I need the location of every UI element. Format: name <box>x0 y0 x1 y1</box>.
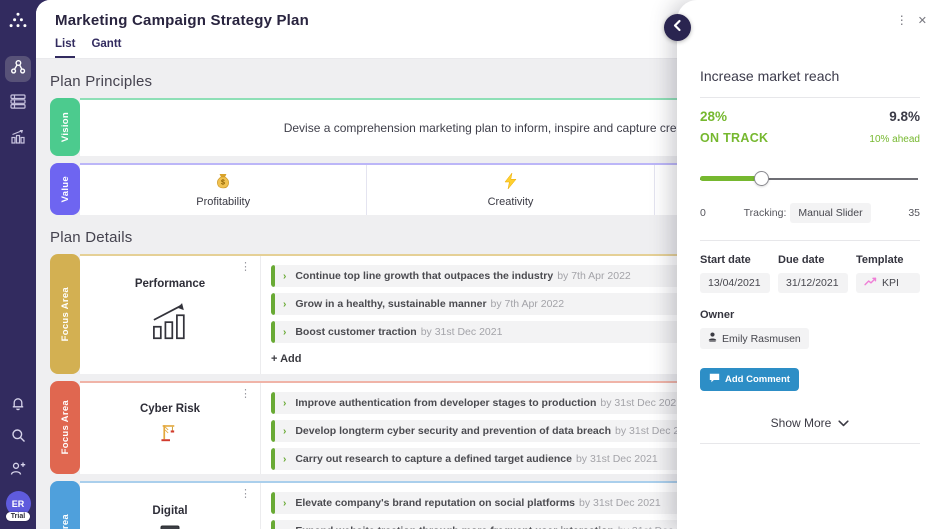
crane-icon <box>159 423 181 448</box>
invite-user-button[interactable] <box>5 458 31 484</box>
strategy-map-icon <box>10 59 26 80</box>
owner-label: Owner <box>700 309 735 321</box>
chevron-right-icon: › <box>283 397 287 409</box>
avatar[interactable]: ER <box>5 491 31 516</box>
status-badge: ON TRACK <box>700 131 769 145</box>
notifications-button[interactable] <box>5 392 31 418</box>
progress-slider[interactable] <box>700 171 920 186</box>
value-item-label: Creativity <box>487 195 534 208</box>
sidebar-item-tables[interactable] <box>5 91 31 117</box>
kebab-menu-icon[interactable]: ⋮ <box>240 388 251 400</box>
progress-current: 28% <box>700 109 728 124</box>
template-field[interactable]: KPI <box>856 273 920 293</box>
page-title: Marketing Campaign Strategy Plan <box>55 12 309 29</box>
bell-icon <box>10 395 26 416</box>
svg-text:$: $ <box>221 179 225 186</box>
focus-area-title: Digital <box>152 505 188 517</box>
slider-fill <box>700 176 762 181</box>
show-more-button[interactable]: Show More <box>700 416 920 430</box>
chevron-down-icon <box>838 416 849 430</box>
slider-min: 0 <box>700 207 706 219</box>
plan-principles-heading: Plan Principles <box>50 73 153 90</box>
search-icon <box>11 428 26 448</box>
add-goal-button[interactable]: + Add <box>271 353 302 365</box>
dashboard-icon <box>10 129 26 149</box>
due-date-label: Due date <box>778 254 825 266</box>
sidebar: ER Trial <box>0 0 36 529</box>
goal-detail-panel: ⋮ ✕ Increase market reach 28% 9.8% ON TR… <box>664 0 941 529</box>
focus-area-tab[interactable]: Focus Area <box>50 381 80 474</box>
vision-tab-label: Vision <box>59 111 71 143</box>
add-comment-button[interactable]: Add Comment <box>700 368 799 391</box>
sidebar-item-dashboards[interactable] <box>5 126 31 152</box>
back-button[interactable] <box>664 14 691 41</box>
panel-kebab-menu-icon[interactable]: ⋮ <box>895 13 908 27</box>
person-icon <box>708 332 717 345</box>
view-tabs: List Gantt <box>55 38 941 58</box>
focus-area-tab[interactable]: Focus Area <box>50 481 80 529</box>
chevron-left-icon <box>672 19 683 37</box>
slider-thumb[interactable] <box>753 171 769 186</box>
vision-tab[interactable]: Vision <box>50 98 80 156</box>
focus-area-tab-label: Focus Area <box>59 286 71 342</box>
plan-details-heading: Plan Details <box>50 229 133 246</box>
template-label: Template <box>856 254 904 266</box>
focus-area-tab-label: Focus Area <box>59 400 71 455</box>
value-item-profitability[interactable]: $ Profitability <box>80 165 368 215</box>
value-tab-label: Value <box>59 175 71 203</box>
vision-text: Devise a comprehension marketing plan to… <box>283 121 738 135</box>
focus-area-summary[interactable]: ⋮ Performance <box>80 256 261 374</box>
progress-delta: 10% ahead <box>869 134 920 145</box>
start-date-label: Start date <box>700 254 751 266</box>
value-item-label: Profitability <box>196 195 251 208</box>
slider-max: 35 <box>908 207 920 219</box>
invite-user-icon <box>10 461 26 481</box>
chevron-right-icon: › <box>283 298 287 310</box>
chevron-right-icon: › <box>283 453 287 465</box>
trial-badge: Trial <box>5 512 31 521</box>
chevron-right-icon: › <box>283 270 287 282</box>
money-bag-icon: $ <box>215 173 231 194</box>
kebab-menu-icon[interactable]: ⋮ <box>240 488 251 500</box>
tab-gantt[interactable]: Gantt <box>91 38 122 50</box>
focus-area-title: Cyber Risk <box>139 403 201 415</box>
chevron-right-icon: › <box>283 526 286 529</box>
monitor-icon <box>159 525 181 529</box>
value-item-creativity[interactable]: Creativity <box>367 165 655 215</box>
kpi-trend-icon <box>864 277 877 289</box>
table-icon <box>10 94 26 114</box>
start-date-field[interactable]: 13/04/2021 <box>700 273 770 293</box>
goal-title: Increase market reach <box>700 68 840 84</box>
focus-area-tab-label: Focus Area <box>60 514 71 529</box>
close-icon[interactable]: ✕ <box>917 14 927 27</box>
growth-chart-icon <box>147 298 193 349</box>
search-button[interactable] <box>5 425 31 451</box>
focus-area-tab[interactable]: Focus Area <box>50 254 80 374</box>
value-tab[interactable]: Value <box>50 163 80 215</box>
tracking-label: Tracking: <box>743 207 787 219</box>
focus-area-summary[interactable]: ⋮ Digital <box>80 483 261 529</box>
chevron-right-icon: › <box>283 425 287 437</box>
chevron-right-icon: › <box>283 326 287 338</box>
goal-row[interactable]: › Expand website traction through more f… <box>271 520 937 529</box>
sidebar-item-plans[interactable] <box>5 56 31 82</box>
kebab-menu-icon[interactable]: ⋮ <box>240 261 251 273</box>
chevron-right-icon: › <box>283 497 287 509</box>
progress-target: 9.8% <box>889 109 920 124</box>
tracking-value[interactable]: Manual Slider <box>790 203 871 223</box>
lightning-icon <box>504 172 517 194</box>
cascade-logo <box>8 12 28 34</box>
comment-icon <box>709 373 720 386</box>
focus-area-summary[interactable]: ⋮ Cyber Risk <box>80 383 261 474</box>
tab-list[interactable]: List <box>55 38 76 58</box>
owner-field[interactable]: Emily Rasmusen <box>700 328 809 349</box>
focus-area-title: Performance <box>134 278 206 290</box>
due-date-field[interactable]: 31/12/2021 <box>778 273 848 293</box>
